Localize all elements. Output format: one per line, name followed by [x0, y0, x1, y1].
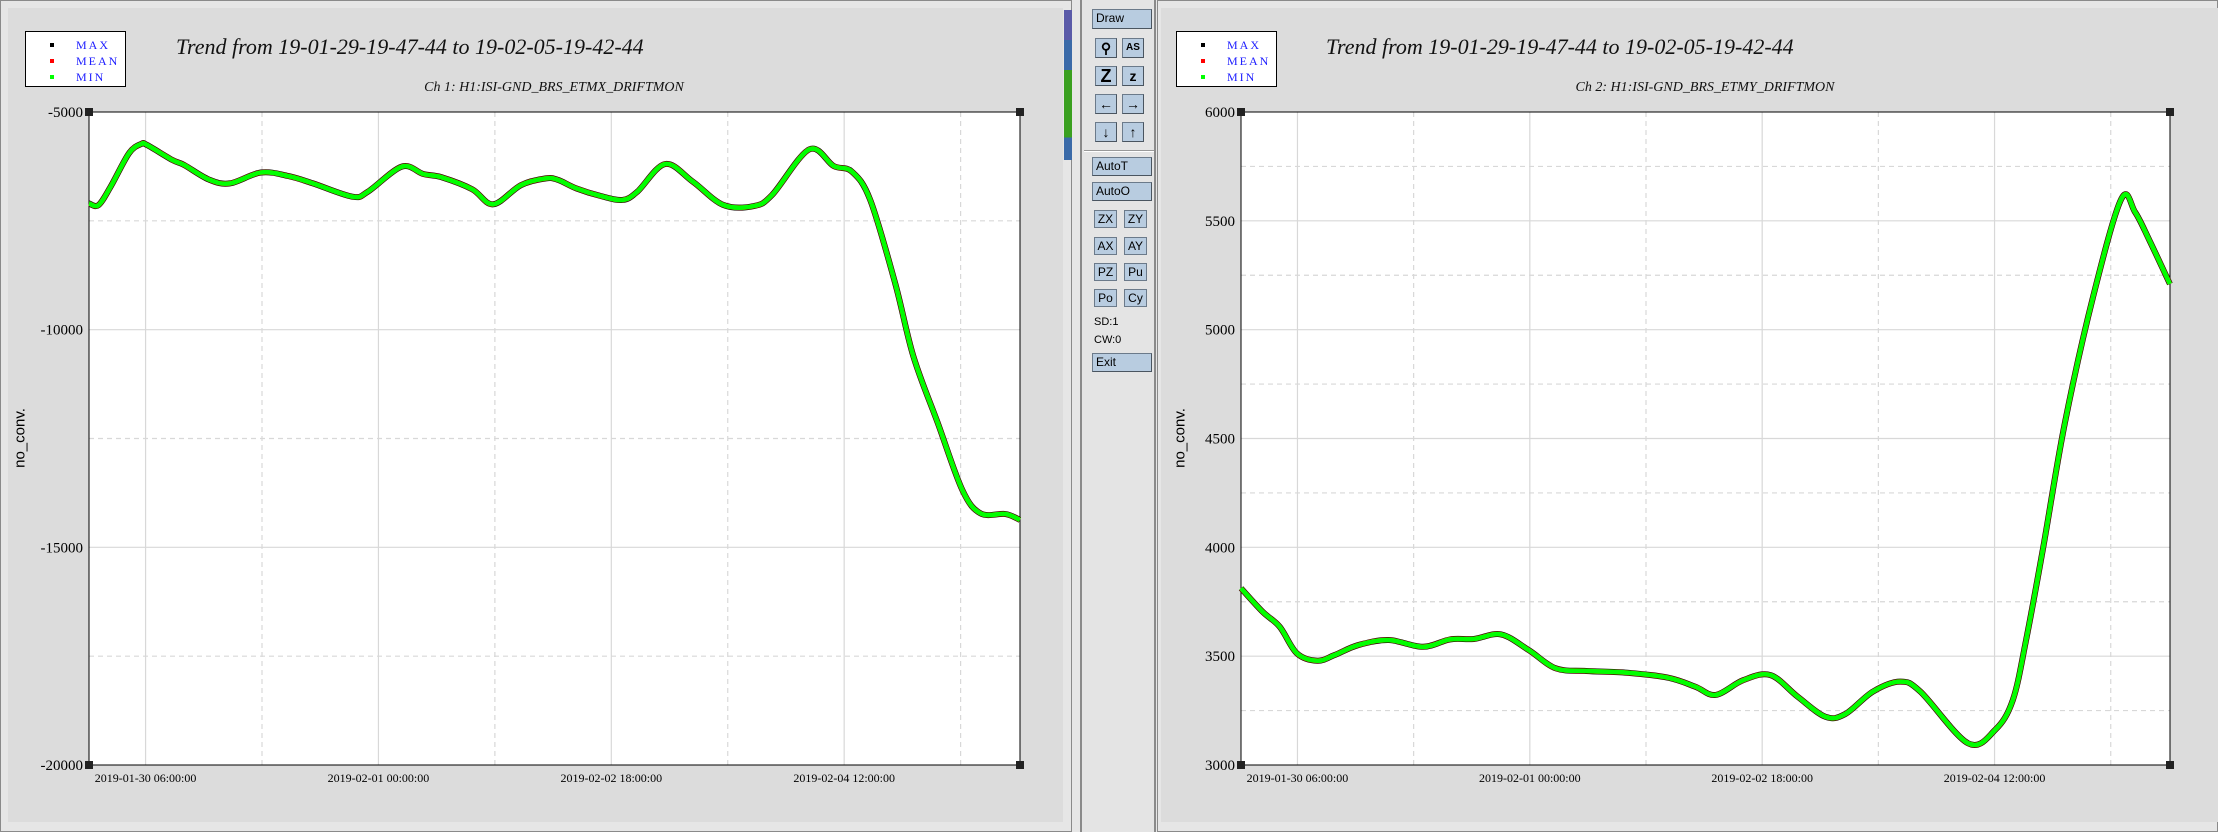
zoom-in-button[interactable]: z: [1122, 66, 1144, 86]
draw-button[interactable]: Draw: [1092, 9, 1152, 29]
pan-right-button[interactable]: →: [1122, 94, 1144, 114]
pan-up-button[interactable]: ↑: [1122, 122, 1144, 142]
x-tick-label: 2019-02-02 18:00:00: [1711, 771, 1813, 785]
po-button[interactable]: Po: [1094, 289, 1117, 307]
y-tick-label: -15000: [41, 540, 84, 556]
corner-handle-icon: [85, 761, 93, 769]
ay-button[interactable]: AY: [1124, 237, 1147, 255]
y-tick-label: 5000: [1205, 323, 1235, 339]
cy-button[interactable]: Cy: [1124, 289, 1147, 307]
min-marker-icon: [50, 75, 54, 79]
zoom-magnifier-icon: ⚲: [1100, 40, 1112, 56]
mean-marker-icon: [1201, 59, 1205, 63]
ax-button[interactable]: AX: [1094, 237, 1117, 255]
legend-item-max: MAX: [26, 38, 125, 52]
zx-button[interactable]: ZX: [1094, 210, 1117, 228]
legend-1: MAX MEAN MIN: [25, 31, 126, 87]
corner-handle-icon: [2166, 108, 2174, 116]
x-tick-label: 2019-01-30 06:00:00: [95, 771, 197, 785]
legend-2: MAX MEAN MIN: [1176, 31, 1277, 87]
arrow-right-icon: →: [1126, 96, 1140, 112]
autot-button[interactable]: AutoT: [1092, 157, 1152, 176]
pan-left-button[interactable]: ←: [1095, 94, 1117, 114]
legend-item-min: MIN: [1177, 70, 1276, 84]
x-tick-label: 2019-02-04 12:00:00: [1944, 771, 2046, 785]
corner-handle-icon: [1016, 761, 1024, 769]
plot-frame: [88, 111, 1021, 766]
max-marker-icon: [1201, 43, 1205, 47]
zoom-out-button[interactable]: Z: [1095, 66, 1117, 86]
cw-readout: CW:0: [1094, 334, 1122, 346]
chart-subtitle-2: Ch 2: H1:ISI-GND_BRS_ETMY_DRIFTMON: [1575, 80, 1835, 95]
arrow-up-icon: ↑: [1129, 124, 1137, 140]
autoo-button[interactable]: AutoO: [1092, 182, 1152, 201]
pan-down-button[interactable]: ↓: [1095, 122, 1117, 142]
y-tick-label: 5500: [1205, 214, 1235, 230]
x-tick-label: 2019-02-01 00:00:00: [328, 771, 430, 785]
x-tick-label: 2019-02-01 00:00:00: [1479, 771, 1581, 785]
y-tick-label: 4000: [1205, 540, 1235, 556]
arrow-left-icon: ←: [1099, 96, 1113, 112]
corner-handle-icon: [2166, 761, 2174, 769]
corner-handle-icon: [1237, 108, 1245, 116]
chart-title-2: Trend from 19-01-29-19-47-44 to 19-02-05…: [1326, 34, 1794, 59]
min-marker-icon: [1201, 75, 1205, 79]
chart-title-1: Trend from 19-01-29-19-47-44 to 19-02-05…: [176, 34, 644, 59]
sd-readout: SD:1: [1094, 316, 1119, 328]
zoom-in-icon: z: [1129, 68, 1137, 84]
zoom-out-icon: Z: [1100, 66, 1112, 86]
legend-item-min: MIN: [26, 70, 125, 84]
y-tick-label: -20000: [41, 758, 84, 774]
mean-marker-icon: [50, 59, 54, 63]
plot-frame: [1240, 111, 2171, 766]
plot-area-1[interactable]: -5000 -10000 -15000 -20000 2019-01-30 06:00:…: [0, 0, 1072, 832]
control-panel: Draw ⚲ AS Z z ← → ↓ ↑ AutoT AutoO ZX ZY …: [1080, 0, 1156, 832]
y-tick-label: 6000: [1205, 105, 1235, 121]
y-tick-label: -10000: [41, 323, 84, 339]
chart-subtitle-1: Ch 1: H1:ISI-GND_BRS_ETMX_DRIFTMON: [424, 80, 684, 95]
legend-item-max: MAX: [1177, 38, 1276, 52]
y-tick-label: 4500: [1205, 432, 1235, 448]
x-tick-label: 2019-02-04 12:00:00: [793, 771, 895, 785]
legend-item-mean: MEAN: [1177, 54, 1276, 68]
series-min-line: [1239, 191, 2173, 748]
y-tick-label: 3500: [1205, 649, 1235, 665]
scroll-strip: [1064, 10, 1072, 160]
zy-button[interactable]: ZY: [1124, 210, 1147, 228]
arrow-down-icon: ↓: [1102, 124, 1110, 140]
x-tick-label: 2019-02-02 18:00:00: [560, 771, 662, 785]
divider: [1084, 150, 1154, 152]
pu-button[interactable]: Pu: [1124, 263, 1147, 281]
max-marker-icon: [50, 43, 54, 47]
autoscale-icon: AS: [1126, 42, 1140, 53]
zoom-magnifier-button[interactable]: ⚲: [1095, 38, 1117, 58]
pz-button[interactable]: PZ: [1094, 263, 1117, 281]
exit-button[interactable]: Exit: [1092, 353, 1152, 372]
y-tick-label: -5000: [48, 105, 83, 121]
x-tick-label: 2019-01-30 06:00:00: [1247, 771, 1349, 785]
corner-handle-icon: [85, 108, 93, 116]
legend-item-mean: MEAN: [26, 54, 125, 68]
autoscale-button[interactable]: AS: [1122, 38, 1144, 58]
corner-handle-icon: [1237, 761, 1245, 769]
y-tick-label: 3000: [1205, 758, 1235, 774]
corner-handle-icon: [1016, 108, 1024, 116]
